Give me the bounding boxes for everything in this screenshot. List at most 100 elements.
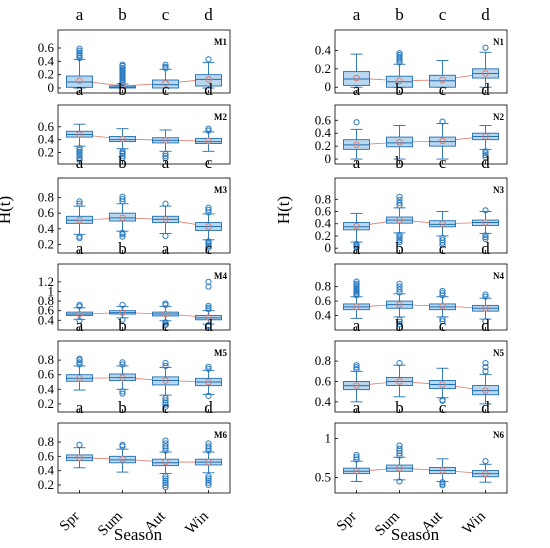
outlier-point xyxy=(439,290,446,297)
mean-marker xyxy=(353,382,360,389)
significance-letter: a xyxy=(76,316,84,335)
outlier-point xyxy=(162,479,169,486)
outlier-point xyxy=(162,362,169,370)
panel-n5: 0.4 0.6 0.8 N5 a b c d xyxy=(315,316,508,413)
y-tick-label: 0.8 xyxy=(38,434,54,449)
outlier-point xyxy=(205,479,212,486)
outlier-point xyxy=(205,56,212,63)
outlier-point xyxy=(162,473,169,480)
outlier-point xyxy=(76,49,83,56)
significance-letter: c xyxy=(439,80,447,99)
significance-letter: a xyxy=(76,398,84,417)
outlier-point xyxy=(482,293,489,300)
outlier-point xyxy=(396,286,403,293)
box-sum xyxy=(386,442,413,485)
y-tick-label: 0.6 xyxy=(315,204,332,219)
mean-marker xyxy=(353,467,360,475)
box-sum xyxy=(109,61,136,90)
box-iqr xyxy=(386,136,413,148)
y-tick-label: 0.4 xyxy=(38,53,55,68)
outlier-point xyxy=(162,154,169,161)
x-tick-left-win: Win xyxy=(183,508,213,538)
box-sum xyxy=(386,360,413,398)
mean-trend-line xyxy=(79,312,209,318)
outlier-point xyxy=(76,148,83,156)
mean-marker xyxy=(482,70,489,77)
significance-letter: c xyxy=(205,239,213,258)
box-sum xyxy=(386,280,413,328)
significance-letter: a xyxy=(353,398,361,417)
mean-trend-line xyxy=(79,457,209,463)
mean-marker xyxy=(396,216,403,224)
outlier-point xyxy=(482,368,489,375)
significance-letter: d xyxy=(481,239,490,258)
outlier-point xyxy=(162,61,169,68)
significance-letter: d xyxy=(481,80,490,99)
x-tick-left-spr: Spr xyxy=(57,509,83,535)
outlier-point xyxy=(205,125,212,132)
mean-marker xyxy=(439,137,446,145)
mean-marker xyxy=(76,77,83,84)
mean-trend-line xyxy=(356,304,486,309)
outlier-point xyxy=(396,199,403,207)
box-win xyxy=(195,278,222,330)
y-tick-label: 0.2 xyxy=(38,396,54,411)
panel-frame xyxy=(334,29,508,94)
outlier-point xyxy=(162,232,169,239)
significance-letter: c xyxy=(439,5,447,24)
mean-marker xyxy=(119,455,126,463)
box-win xyxy=(195,440,222,489)
mean-marker xyxy=(119,374,126,381)
significance-letter: d xyxy=(204,80,213,99)
significance-letter: c xyxy=(205,153,213,172)
outlier-point xyxy=(396,53,403,60)
outlier-point xyxy=(119,359,126,366)
y-tick-label: 0.6 xyxy=(38,303,55,318)
y-tick-label: 0.6 xyxy=(38,205,55,220)
mean-marker xyxy=(439,467,446,474)
y-tick-label: 0.6 xyxy=(38,367,55,382)
mean-marker xyxy=(439,302,446,310)
mean-marker xyxy=(439,220,446,228)
y-tick-label: 0 xyxy=(325,240,332,255)
outlier-point xyxy=(396,231,403,238)
outlier-point xyxy=(353,456,360,463)
box-iqr xyxy=(109,135,136,143)
outlier-point xyxy=(482,152,489,159)
outlier-point xyxy=(162,403,169,410)
mean-marker xyxy=(162,80,169,87)
outlier-point xyxy=(119,441,126,448)
y-tick-label: 1.2 xyxy=(38,274,54,289)
outlier-point xyxy=(76,233,83,240)
y-tick-label: 0.8 xyxy=(38,189,54,204)
outlier-point xyxy=(353,364,360,371)
panel-tag: M3 xyxy=(214,185,227,195)
y-tick-label: 0.2 xyxy=(315,228,331,243)
box-win xyxy=(195,56,222,89)
outlier-point xyxy=(205,365,212,372)
y-tick-label: 0.2 xyxy=(315,138,331,153)
y-tick-label: 0.4 xyxy=(38,132,55,147)
significance-letter: b xyxy=(118,80,127,99)
box-aut xyxy=(152,61,179,89)
significance-letter: c xyxy=(162,316,170,335)
outlier-point xyxy=(482,360,489,367)
outlier-point xyxy=(205,278,212,285)
outlier-point xyxy=(396,51,403,59)
box-aut xyxy=(429,60,456,88)
y-tick-label: 0.8 xyxy=(315,191,331,206)
box-spr xyxy=(66,45,93,89)
outlier-point xyxy=(439,292,446,299)
outlier-point xyxy=(205,443,212,450)
mean-trend-line xyxy=(356,381,486,392)
y-tick-label: 0.4 xyxy=(315,216,332,231)
y-tick-label: 0 xyxy=(325,79,332,94)
outlier-point xyxy=(396,360,403,367)
outlier-point xyxy=(482,291,489,298)
box-sum xyxy=(109,441,136,473)
mean-marker xyxy=(205,378,212,386)
y-tick-label: 0.4 xyxy=(38,312,55,327)
panel-frame xyxy=(334,104,508,165)
outlier-point xyxy=(396,289,403,296)
